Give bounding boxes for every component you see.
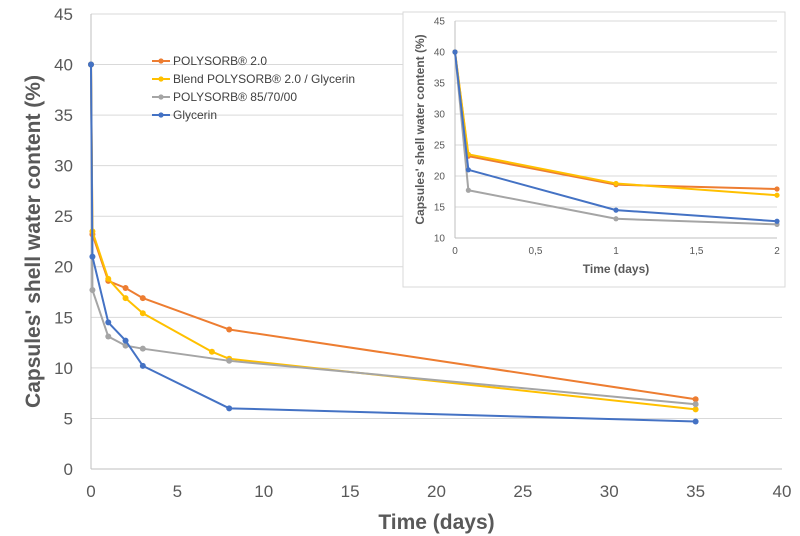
data-point	[774, 192, 780, 198]
legend-item: Glycerin	[152, 108, 217, 122]
legend-label: Glycerin	[173, 108, 217, 122]
legend-label: POLYSORB® 85/70/00	[173, 90, 297, 104]
legend-item: Blend POLYSORB® 2.0 / Glycerin	[152, 72, 355, 86]
data-point	[105, 319, 112, 326]
data-point	[139, 295, 146, 302]
data-point	[208, 348, 215, 355]
legend-label: Blend POLYSORB® 2.0 / Glycerin	[173, 72, 355, 86]
y-tick-label: 30	[54, 157, 73, 176]
data-point	[692, 396, 699, 403]
data-point	[139, 310, 146, 317]
x-tick-label: 15	[341, 482, 360, 501]
y-tick-label: 15	[54, 308, 73, 327]
x-tick-label: 1,5	[690, 246, 704, 257]
x-tick-label: 25	[513, 482, 532, 501]
legend-label: POLYSORB® 2.0	[173, 54, 267, 68]
y-tick-label: 25	[434, 141, 446, 152]
y-tick-label: 10	[54, 359, 73, 378]
data-point	[226, 357, 233, 364]
data-point	[88, 61, 94, 68]
data-point	[139, 345, 146, 352]
data-point	[105, 275, 112, 282]
series-line	[454, 51, 778, 223]
x-tick-label: 30	[600, 482, 619, 501]
data-point	[613, 180, 619, 187]
y-tick-label: 45	[434, 17, 446, 28]
data-point	[122, 337, 129, 344]
legend-item: POLYSORB® 85/70/00	[152, 90, 297, 104]
y-tick-label: 25	[54, 207, 73, 226]
y-tick-label: 35	[434, 79, 446, 90]
series-line	[454, 51, 778, 226]
x-tick-label: 10	[254, 482, 273, 501]
data-point	[692, 418, 699, 425]
data-point	[105, 333, 112, 340]
data-point	[452, 49, 458, 55]
legend-item: POLYSORB® 2.0	[152, 54, 267, 68]
x-tick-label: 35	[686, 482, 705, 501]
data-point	[692, 406, 699, 413]
legend: POLYSORB® 2.0 Blend POLYSORB® 2.0 / Glyce…	[152, 54, 355, 122]
data-point	[692, 401, 699, 408]
data-point	[226, 326, 233, 333]
legend-marker	[158, 94, 164, 100]
legend-marker	[158, 76, 164, 82]
x-axis-label: Time (days)	[583, 262, 649, 276]
x-tick-label: 20	[427, 482, 446, 501]
legend-marker	[158, 58, 164, 64]
data-point	[226, 405, 233, 412]
y-tick-label: 20	[434, 172, 446, 183]
y-tick-label: 0	[64, 460, 73, 479]
x-tick-label: 0	[452, 246, 458, 257]
data-point	[465, 187, 471, 193]
y-tick-label: 10	[434, 234, 446, 245]
legend-marker	[158, 112, 164, 118]
series-line	[90, 64, 696, 411]
y-tick-label: 35	[54, 106, 73, 125]
x-tick-label: 1	[613, 246, 619, 257]
y-tick-label: 30	[434, 110, 446, 121]
data-point	[613, 207, 619, 213]
data-point	[465, 167, 471, 173]
y-axis-label: Capsules' shell water content (%)	[22, 75, 45, 408]
data-point	[774, 186, 780, 192]
y-tick-label: 15	[434, 203, 446, 214]
inset-chart: 10 15 20 25 30 35 40 45 0 0,5 1 1,5 2 Time (days) Caps…	[413, 17, 780, 277]
x-tick-label: 5	[173, 482, 182, 501]
y-tick-label: 5	[64, 409, 73, 428]
data-point	[774, 218, 780, 224]
x-axis-label: Time (days)	[378, 511, 494, 534]
y-tick-label: 40	[434, 48, 446, 59]
data-point	[613, 216, 619, 222]
y-tick-label: 40	[54, 56, 73, 75]
series-3	[88, 61, 699, 425]
data-point	[139, 362, 146, 369]
data-point	[122, 295, 129, 302]
series-3	[452, 49, 780, 224]
y-tick-label: 45	[54, 5, 73, 24]
data-point	[122, 285, 129, 292]
x-tick-label: 2	[774, 246, 780, 257]
y-axis-label: Capsules' shell water content (%)	[413, 34, 427, 224]
x-tick-label: 40	[773, 482, 792, 501]
y-tick-label: 20	[54, 258, 73, 277]
x-tick-label: 0	[86, 482, 95, 501]
x-tick-label: 0,5	[529, 246, 543, 257]
inset-frame	[402, 11, 786, 288]
data-point	[89, 253, 96, 260]
data-point	[89, 287, 96, 294]
